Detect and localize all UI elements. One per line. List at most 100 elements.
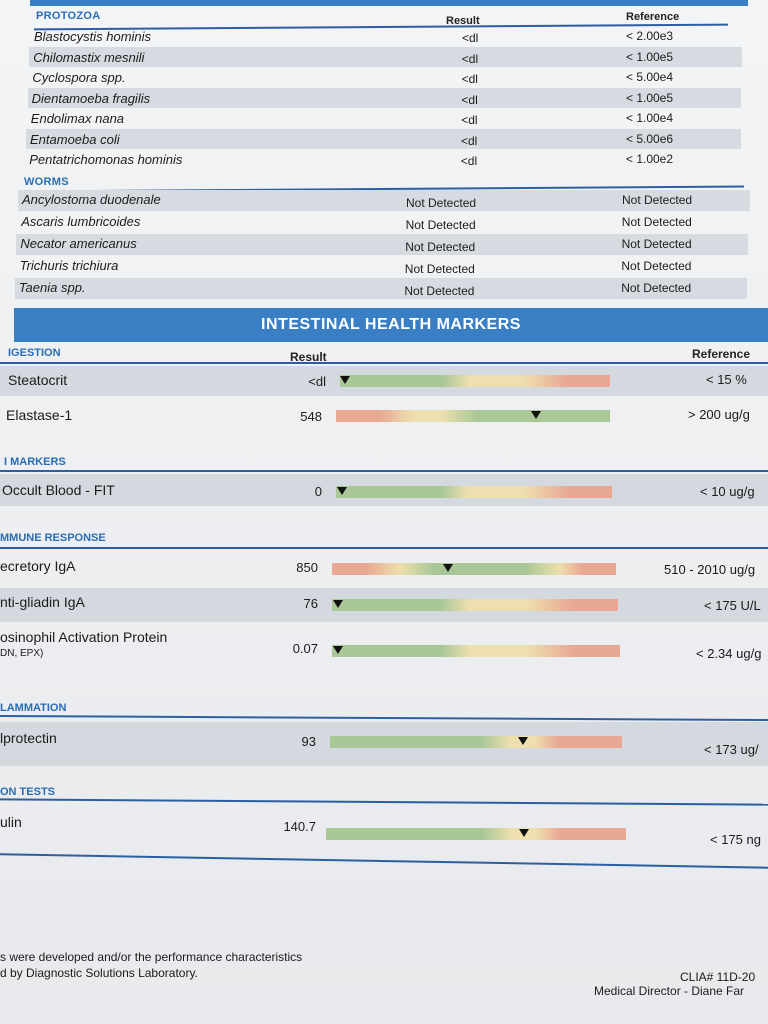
organism-reference: < 2.00e3 — [626, 29, 674, 43]
marker-row-occult-blood: Occult Blood - FIT 0 < 10 ug/g — [0, 474, 768, 506]
immune-response-title: MMUNE RESPONSE — [0, 532, 106, 544]
organism-result: <dl — [460, 154, 478, 168]
top-header-bar — [30, 0, 748, 6]
anti-gliadin-result: 76 — [303, 596, 318, 611]
marker-row-elastase: Elastase-1 548 > 200 ug/g — [0, 398, 768, 430]
organism-reference: < 5.00e6 — [626, 131, 674, 146]
steatocrit-name: Steatocrit — [8, 372, 68, 388]
gi-markers-rule — [0, 470, 768, 472]
range-marker — [443, 564, 454, 572]
addon-rule — [0, 798, 768, 806]
zonulin-name: ulin — [0, 814, 22, 830]
worm-name: Necator americanus — [20, 236, 137, 251]
protozoa-title: PROTOZOA — [36, 10, 101, 22]
organism-result: <dl — [461, 51, 479, 66]
organism-reference: < 1.00e2 — [625, 152, 674, 166]
zonulin-result: 140.7 — [283, 819, 316, 834]
organism-name: Blastocystis hominis — [34, 29, 152, 44]
epx-reference: < 2.34 ug/g — [696, 646, 762, 661]
organism-name: Pentatrichomonas hominis — [29, 152, 183, 167]
organism-reference: < 1.00e5 — [625, 49, 674, 64]
worm-name: Taenia spp. — [18, 280, 86, 295]
organism-name: Entamoeba coli — [30, 131, 120, 147]
elastase-name: Elastase-1 — [6, 407, 73, 423]
organism-result: <dl — [461, 92, 478, 107]
worm-name: Ancylostoma duodenale — [22, 192, 161, 207]
markers-result-header: Result — [290, 350, 327, 364]
worm-reference: Not Detected — [622, 193, 693, 207]
anti-gliadin-name: nti-gliadin IgA — [0, 594, 85, 610]
table-row: Trichuris trichiura Not Detected Not Detec… — [16, 256, 748, 277]
addon-tests-title: ON TESTS — [0, 786, 56, 798]
footer-disclaimer-line1: s were developed and/or the performance … — [0, 950, 303, 964]
calprotectin-reference: < 173 ug/ — [704, 742, 759, 757]
marker-row-steatocrit: Steatocrit <dl < 15 % — [0, 366, 768, 396]
worm-reference: Not Detected — [621, 237, 692, 251]
worm-name: Ascaris lumbricoides — [21, 214, 141, 229]
occult-blood-name: Occult Blood - FIT — [2, 482, 115, 498]
elastase-result: 548 — [300, 409, 322, 424]
organism-name: Cyclospora spp. — [32, 70, 126, 85]
organism-reference: < 1.00e5 — [625, 90, 674, 105]
steatocrit-range-bar — [340, 375, 610, 387]
table-row: Dientamoeba fragilis <dl < 1.00e5 — [27, 87, 742, 108]
anti-gliadin-range-bar — [332, 599, 618, 611]
organism-name: Dientamoeba fragilis — [31, 90, 151, 106]
occult-blood-reference: < 10 ug/g — [700, 484, 755, 499]
digestion-title: IGESTION — [8, 347, 61, 359]
secretory-iga-range-bar — [332, 563, 616, 575]
secretory-iga-result: 850 — [296, 560, 318, 575]
range-marker — [517, 737, 528, 745]
organism-result: <dl — [461, 72, 478, 86]
worms-title: WORMS — [24, 176, 69, 188]
steatocrit-result: <dl — [308, 374, 326, 389]
epx-range-bar — [332, 645, 620, 657]
calprotectin-result: 93 — [301, 734, 316, 749]
epx-result: 0.07 — [292, 641, 318, 656]
table-row: Endolimax nana <dl < 1.00e4 — [27, 108, 741, 128]
range-marker — [531, 411, 542, 419]
table-row: Pentatrichomonas hominis <dl < 1.00e2 — [25, 149, 741, 169]
occult-blood-range-bar — [336, 486, 612, 498]
worm-reference: Not Detected — [621, 281, 692, 295]
elastase-range-bar — [336, 410, 610, 422]
table-row: Ancylostoma duodenale Not Detected Not Det… — [18, 190, 750, 211]
digestion-rule — [0, 362, 768, 364]
occult-blood-result: 0 — [314, 484, 322, 499]
worm-result: Not Detected — [404, 284, 475, 298]
worm-result: Not Detected — [406, 196, 477, 210]
steatocrit-reference: < 15 % — [706, 372, 747, 387]
range-marker — [336, 487, 347, 495]
organism-name: Chilomastix mesnili — [33, 49, 145, 65]
table-row: Necator americanus Not Detected Not Detect… — [16, 234, 749, 255]
secretory-iga-reference: 510 - 2010 ug/g — [664, 562, 756, 577]
organism-result: <dl — [462, 31, 479, 45]
range-marker — [340, 376, 351, 384]
footer-medical-director: Medical Director - Diane Far — [594, 984, 745, 998]
calprotectin-range-bar — [330, 736, 622, 748]
calprotectin-name: lprotectin — [0, 730, 57, 746]
worm-result: Not Detected — [405, 218, 476, 232]
elastase-reference: > 200 ug/g — [688, 407, 750, 422]
marker-row-calprotectin: lprotectin 93 < 173 ug/ — [0, 722, 768, 766]
worm-result: Not Detected — [405, 240, 476, 254]
marker-row-zonulin: ulin 140.7 < 175 ng — [0, 806, 768, 856]
zonulin-range-bar — [326, 828, 626, 840]
inflammation-rule — [0, 714, 768, 722]
immune-rule — [0, 547, 768, 549]
marker-row-epx: osinophil Activation Protein DN, EPX) 0.… — [0, 624, 768, 670]
organism-reference: < 5.00e4 — [625, 70, 674, 84]
footer-disclaimer-line2: d by Diagnostic Solutions Laboratory. — [0, 966, 198, 980]
table-row: Ascaris lumbricoides Not Detected Not Dete… — [17, 212, 749, 233]
marker-row-anti-gliadin: nti-gliadin IgA 76 < 175 U/L — [0, 588, 768, 622]
range-marker — [519, 829, 529, 837]
worm-reference: Not Detected — [621, 215, 692, 229]
table-row: Taenia spp. Not Detected Not Detected — [14, 278, 747, 299]
epx-name: osinophil Activation Protein — [0, 629, 168, 645]
organism-result: <dl — [461, 133, 478, 148]
epx-sub: DN, EPX) — [0, 648, 44, 659]
gi-markers-title: I MARKERS — [4, 456, 66, 468]
worm-reference: Not Detected — [621, 259, 692, 273]
range-marker — [332, 600, 343, 608]
